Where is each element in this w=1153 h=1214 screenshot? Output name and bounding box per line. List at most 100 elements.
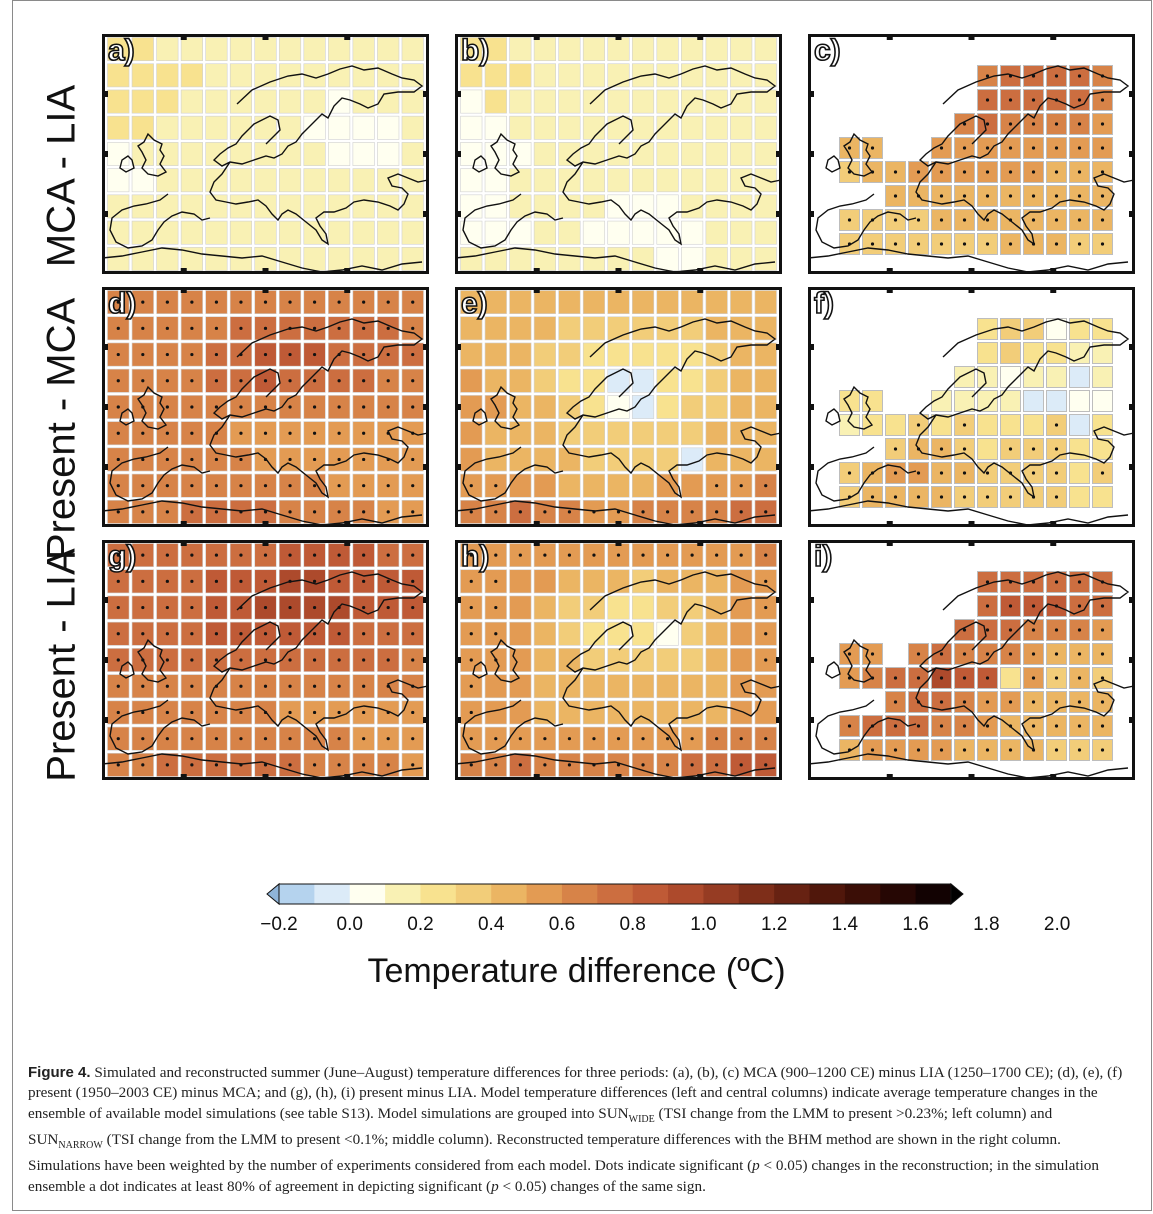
significance-dot [1054,242,1059,246]
grid-cell [754,290,777,315]
significance-dot [985,652,990,656]
significance-dot [847,471,852,475]
significance-dot [1054,447,1059,451]
panel-label: c) [813,33,841,68]
grid-cell [205,194,228,219]
grid-cell [607,37,630,62]
significance-dot [386,737,390,741]
grid-cell [656,89,679,114]
grid-cell [730,395,753,419]
significance-dot [1031,447,1036,451]
significance-dot [362,632,366,636]
significance-dot [893,471,898,475]
significance-dot [141,710,145,715]
colorbar-title: Temperature difference (ºC) [367,952,786,990]
significance-dot [1031,580,1036,584]
significance-dot [116,605,120,610]
colorbar-swatch [632,884,669,904]
significance-dot [939,146,944,150]
grid-cell [131,89,154,114]
panel-label: d) [107,286,137,321]
grid-cell [582,621,606,646]
significance-dot [337,632,341,636]
grid-cell [107,37,130,62]
grid-cell [705,421,728,446]
significance-dot [641,510,645,514]
significance-dot [411,405,415,409]
significance-dot [411,510,415,514]
significance-dot [847,652,852,656]
grid-cell [1046,390,1067,412]
significance-dot [288,605,292,610]
significance-dot [288,405,292,409]
grid-cell [977,414,998,436]
panel-label: g) [107,539,137,574]
significance-dot [239,326,243,330]
grid-cell [705,168,728,193]
colorbar-swatch [668,884,704,904]
grid-cell [656,37,679,62]
significance-dot [1100,146,1105,150]
significance-dot [847,146,852,150]
grid-cell [730,290,753,315]
significance-dot [690,553,694,557]
grid-cell [754,220,777,245]
significance-dot [985,194,990,198]
grid-cell [278,37,302,62]
grid-cell [229,63,253,88]
significance-dot [739,484,743,488]
significance-dot [518,553,522,557]
significance-dot [362,352,366,357]
grid-cell [352,168,375,193]
grid-cell [131,63,154,88]
grid-cell [205,89,228,114]
significance-dot [916,218,921,222]
significance-dot [616,763,621,767]
grid-cell [705,447,728,472]
grid-cell [558,621,581,646]
grid-cell [131,37,154,62]
significance-dot [411,457,415,462]
significance-dot [386,763,390,767]
grid-cell [229,115,253,140]
significance-dot [939,652,944,656]
grid-cell [533,473,556,498]
grid-cell [607,142,630,166]
significance-dot [312,579,317,583]
significance-dot [386,579,390,583]
grid-cell [631,621,655,646]
grid-cell [1023,342,1044,364]
grid-cell [229,142,253,166]
significance-dot [469,684,473,688]
grid-cell [631,246,655,271]
significance-dot [288,457,292,462]
significance-dot [288,510,292,514]
grid-cell [533,421,556,446]
significance-dot [1100,748,1105,752]
significance-dot [165,579,169,583]
grid-cell [977,342,998,364]
significance-dot [1031,98,1036,102]
significance-dot [362,326,366,330]
grid-cell [885,414,906,436]
grid-cell [509,648,532,672]
caption-text: Simulated and reconstructed summer (June… [28,1064,1123,1122]
significance-dot [469,710,473,715]
grid-cell [1046,318,1067,340]
grid-cell [460,316,483,341]
grid-cell [681,142,704,166]
grid-cell [730,700,753,725]
grid-cell [484,674,507,699]
coastline [454,318,782,526]
significance-dot [362,379,366,383]
grid-cell [205,115,228,140]
grid-cell [377,220,400,245]
grid-cell [1023,390,1044,412]
grid-cell [631,89,655,114]
significance-dot [1077,98,1082,102]
significance-dot [1008,748,1013,752]
significance-dot [962,122,967,126]
significance-dot [939,495,944,499]
grid-cell [1000,414,1021,436]
significance-dot [543,553,547,557]
